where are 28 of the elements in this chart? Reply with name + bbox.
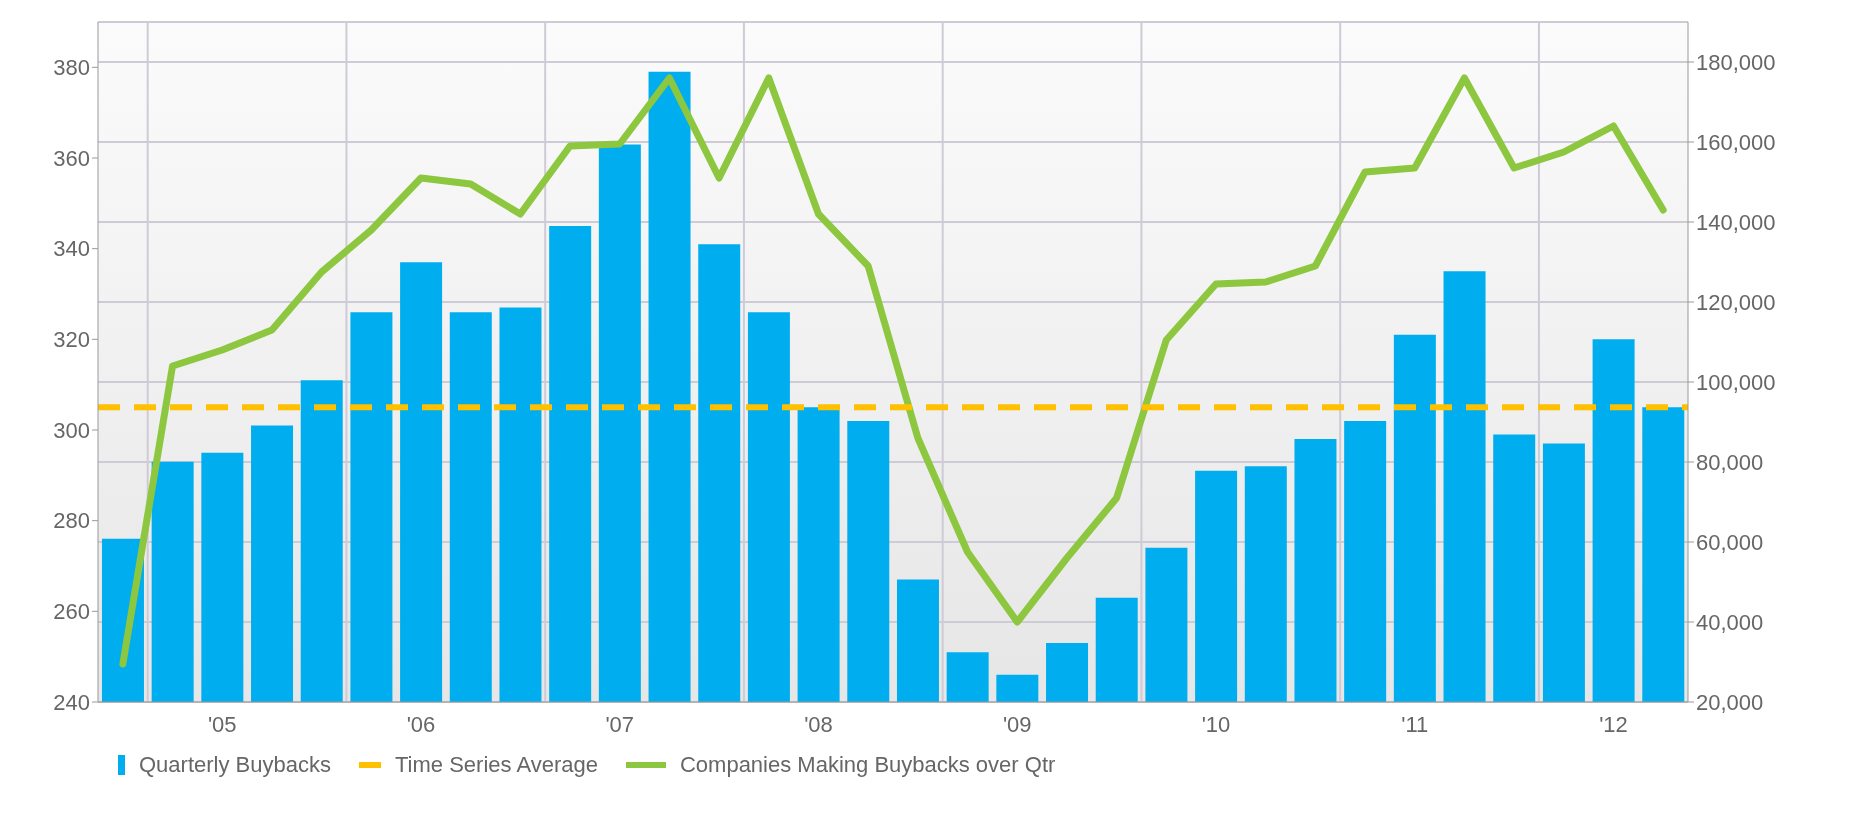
x-tick-label: '09 [1002,712,1032,737]
x-tick-label: '06 [406,712,436,737]
y2-tick-label: 140,000 [1696,209,1776,235]
y-tick-label: 380 [53,55,90,81]
y-tick-label: 300 [53,417,90,443]
x-tick-label: '10 [1201,712,1231,737]
y-tick-label: 260 [53,599,90,625]
x-tick-label: '05 [207,712,237,737]
y-tick-label: 240 [53,689,90,715]
x-tick-label: '12 [1599,712,1628,737]
legend-label: Companies Making Buybacks over Qtr [679,752,1056,778]
y2-tick-label: 20,000 [1696,689,1764,715]
y2-tick-label: 60,000 [1696,529,1764,555]
y2-tick-label: 160,000 [1696,129,1776,155]
x-tick-label: '08 [804,712,833,737]
y-tick-label: 340 [53,236,90,262]
y2-tick-label: 100,000 [1696,369,1776,395]
y2-tick-label: 80,000 [1696,449,1764,475]
y-tick-label: 280 [53,508,90,534]
y2-tick-label: 40,000 [1696,609,1764,635]
y-tick-label: 320 [53,327,90,353]
legend-label: Time Series Average [394,752,598,778]
y2-tick-label: 180,000 [1696,49,1776,75]
y-tick-label: 360 [53,145,90,171]
legend-label: Quarterly Buybacks [139,752,331,778]
y2-tick-label: 120,000 [1696,289,1776,315]
x-tick-label: '07 [605,712,635,737]
x-tick-label: '11 [1401,712,1429,737]
